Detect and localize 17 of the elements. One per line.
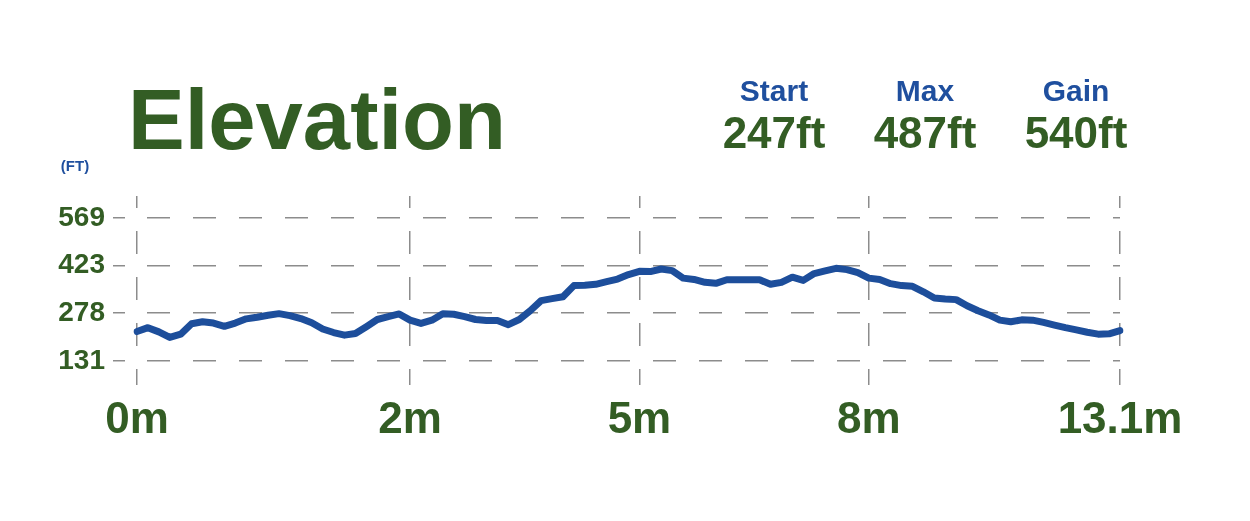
y-tick-label: 569 [58,200,105,232]
x-tick-label: 2m [378,392,442,442]
y-axis-title: (FT) [59,157,91,174]
text: 540ft [1023,108,1129,157]
text: Gain [1041,74,1111,107]
y-tick-label: 278 [58,295,105,327]
x-tick-label: 5m [607,392,672,442]
text: 247ft [721,108,827,157]
x-tick-label: 13.1m [1057,392,1183,442]
text: Start [738,74,810,107]
y-tick-label: 423 [58,248,105,280]
y-tick-label: 131 [58,343,105,375]
text: Max [894,74,956,107]
x-tick-label: 8m [836,392,901,442]
x-tick-label: 0m [105,392,169,442]
chart-title: Elevation [128,72,506,167]
text: 487ft [872,108,978,157]
